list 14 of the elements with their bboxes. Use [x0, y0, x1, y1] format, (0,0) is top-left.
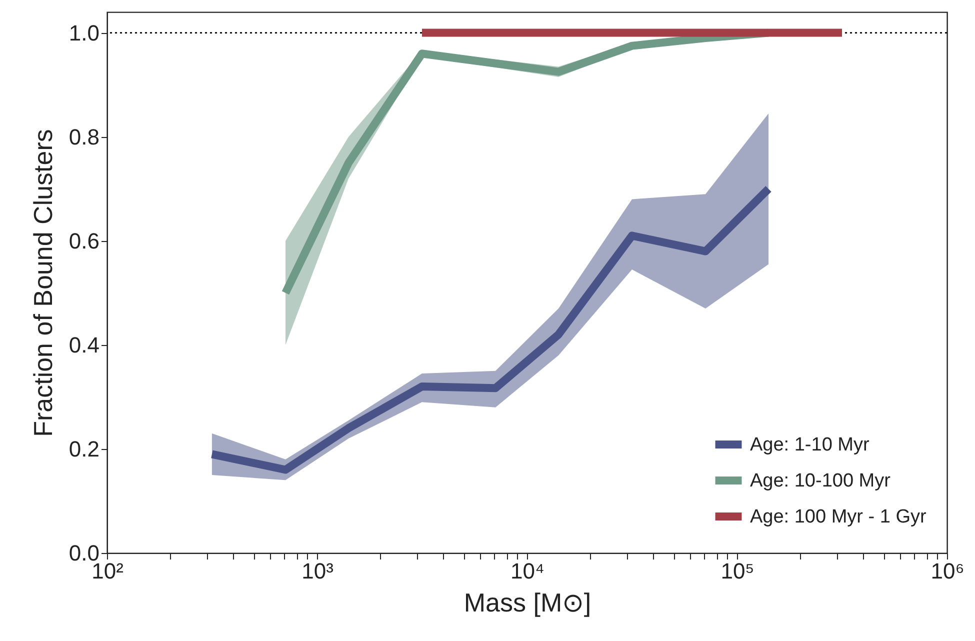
legend-label: Age: 1-10 Myr [750, 434, 870, 456]
y-tick-label: 0.2 [68, 436, 100, 462]
y-tick-label: 0.8 [68, 124, 100, 150]
y-tick-label: 0.4 [68, 332, 100, 358]
y-axis-title: Fraction of Bound Clusters [28, 129, 58, 437]
x-tick-label: 10⁵ [720, 558, 754, 584]
x-tick-label: 10³ [302, 558, 334, 584]
legend-label: Age: 10-100 Myr [750, 470, 892, 492]
y-tick-label: 0.6 [68, 228, 100, 254]
legend-label: Age: 100 Myr - 1 Gyr [750, 506, 928, 528]
x-tick-label: 10⁴ [510, 558, 544, 584]
x-axis-title: Mass [M⊙] [464, 588, 592, 618]
y-tick-label: 1.0 [68, 20, 100, 46]
x-tick-label: 10⁶ [930, 558, 964, 584]
